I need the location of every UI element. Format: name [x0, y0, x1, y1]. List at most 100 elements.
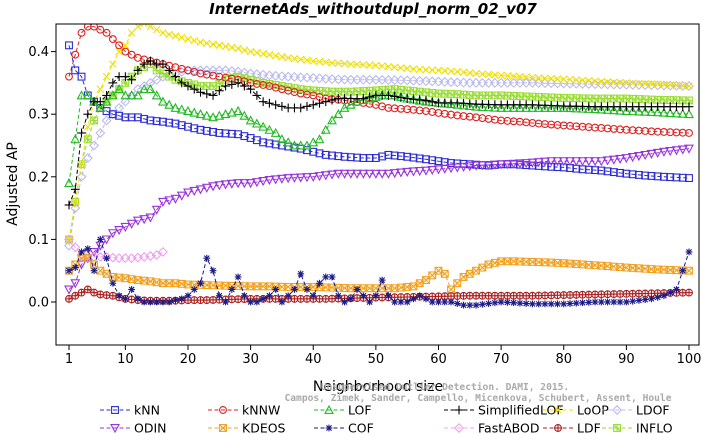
point-ldof	[302, 72, 312, 83]
point-odin	[245, 179, 256, 189]
point-loop	[365, 61, 374, 69]
point-cof	[309, 292, 317, 300]
legend-marker-odin	[110, 424, 120, 434]
point-odin	[158, 197, 168, 207]
point-ldof	[433, 76, 444, 87]
point-odin	[264, 175, 275, 186]
point-loop	[597, 77, 606, 86]
legend-item-inflo: INFLO	[602, 421, 673, 434]
point-simplifiedlof	[421, 96, 431, 105]
point-odin	[433, 165, 444, 175]
point-cof	[278, 298, 286, 306]
point-lof	[239, 110, 250, 120]
point-loop	[347, 60, 355, 68]
point-loop	[685, 82, 693, 90]
point-knnw	[65, 72, 73, 81]
point-simplifiedlof	[265, 98, 274, 108]
point-lof	[95, 102, 106, 112]
point-ldof	[677, 80, 688, 91]
point-odin	[308, 172, 319, 182]
legend-item-odin: ODIN	[100, 421, 167, 434]
point-simplifiedlof	[233, 78, 243, 88]
point-simplifiedlof	[83, 109, 93, 119]
point-odin	[533, 158, 544, 168]
point-lof	[333, 109, 344, 119]
point-odin	[251, 178, 262, 188]
point-loop	[228, 43, 236, 52]
x-tick-label: 100	[677, 352, 702, 367]
point-lof	[145, 84, 156, 94]
point-loop	[409, 65, 418, 73]
point-loop	[660, 80, 668, 89]
watermark-line-1: Unsupervised Outlier Detection. DAMI, 20…	[321, 381, 569, 393]
point-knn	[685, 174, 693, 183]
point-odin	[521, 159, 532, 169]
point-loop	[397, 64, 405, 72]
point-ldof	[82, 153, 93, 163]
point-odin	[289, 173, 300, 183]
point-loop	[541, 74, 549, 82]
point-loop	[616, 78, 624, 87]
point-ldf	[685, 288, 693, 297]
point-simplifiedlof	[321, 97, 331, 107]
point-lof	[471, 101, 481, 111]
point-loop	[165, 30, 173, 39]
point-cof	[209, 267, 217, 275]
point-odin	[302, 173, 312, 183]
legend-item-kdeos: KDEOS	[208, 421, 286, 434]
point-cof	[384, 292, 392, 300]
point-loop	[221, 42, 230, 51]
point-lof	[314, 134, 325, 144]
series-line-loop	[68, 24, 690, 240]
point-odin	[189, 186, 200, 197]
point-cof	[485, 300, 492, 307]
point-simplifiedlof	[196, 87, 205, 97]
point-loop	[234, 44, 242, 53]
point-cof	[291, 286, 298, 293]
point-inflo	[515, 92, 524, 101]
point-lof	[633, 106, 644, 116]
point-lof	[114, 84, 125, 94]
point-odin	[114, 226, 125, 236]
point-loop	[622, 79, 631, 87]
y-tick-label: 0.3	[28, 108, 49, 123]
point-odin	[139, 215, 150, 225]
point-ldof	[295, 72, 306, 83]
point-ldof	[427, 76, 438, 87]
point-loop	[271, 51, 280, 60]
point-simplifiedlof	[227, 80, 237, 89]
watermark-line-2: Campos, Zimek, Sander, Campello, Micenko…	[285, 392, 672, 404]
point-lof	[640, 106, 651, 116]
point-knnw	[90, 24, 98, 31]
point-odin	[176, 191, 187, 201]
point-loop	[372, 61, 380, 70]
plot-area	[64, 24, 694, 309]
point-loop	[209, 40, 217, 49]
point-odin	[277, 174, 287, 184]
point-cof	[78, 248, 85, 256]
point-cof	[510, 299, 518, 307]
point-knnw	[133, 53, 142, 62]
point-lof	[659, 107, 669, 117]
point-cof	[203, 254, 211, 262]
point-cof	[178, 295, 186, 303]
point-cof	[147, 298, 154, 306]
point-lof	[214, 110, 225, 120]
point-cof	[65, 267, 73, 275]
point-cof	[460, 301, 467, 309]
legend-item-cof: COF	[314, 421, 374, 434]
point-odin	[151, 205, 162, 215]
legend-item-ldof: LDOF	[602, 403, 670, 418]
point-loop	[121, 41, 130, 50]
point-ldof	[621, 79, 632, 90]
point-odin	[464, 162, 475, 172]
point-ldf	[77, 288, 86, 297]
point-odin	[633, 151, 644, 162]
point-cof	[453, 300, 461, 307]
point-lof	[76, 90, 87, 100]
point-odin	[364, 169, 375, 179]
point-ldof	[308, 72, 319, 83]
point-lof	[352, 96, 363, 106]
point-simplifiedlof	[239, 81, 249, 91]
